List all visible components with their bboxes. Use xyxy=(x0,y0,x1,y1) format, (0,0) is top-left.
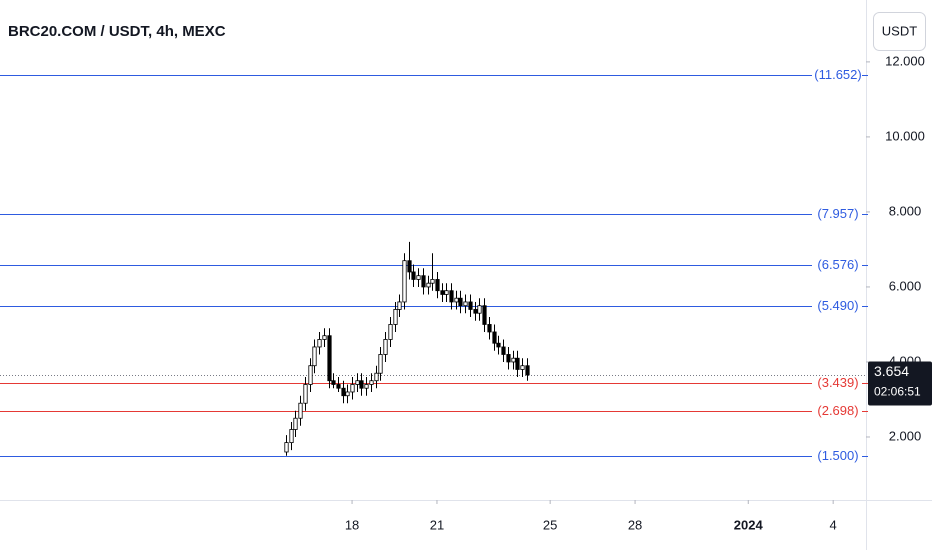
candle-body xyxy=(501,346,506,355)
level-label: (11.652) xyxy=(814,67,861,82)
level-label-bg xyxy=(814,374,862,393)
candle-body xyxy=(492,331,497,344)
candle-body xyxy=(402,260,407,303)
level-label-bg xyxy=(814,256,862,275)
candle-body xyxy=(482,305,487,325)
candle-body xyxy=(468,301,473,310)
candle-body xyxy=(411,271,416,280)
candle-body xyxy=(477,305,482,314)
candle-body xyxy=(345,391,350,397)
candle-body xyxy=(359,380,364,389)
candle-body xyxy=(388,324,393,340)
level-label-bg xyxy=(814,447,862,466)
candle-body xyxy=(435,279,440,292)
candle-body xyxy=(393,309,398,325)
candle-body xyxy=(312,346,317,367)
candle-body xyxy=(355,380,360,385)
y-tick-label: 12.000 xyxy=(885,53,925,68)
candle-body xyxy=(444,290,449,295)
candle-body xyxy=(383,339,388,355)
candle-body xyxy=(430,279,435,284)
level-label: (5.490) xyxy=(817,298,858,313)
candle-body xyxy=(458,297,463,307)
candle-body xyxy=(374,372,379,382)
candle-body xyxy=(364,384,369,389)
x-tick-label: 28 xyxy=(628,517,642,532)
level-label-bg xyxy=(814,402,862,421)
level-label-bg xyxy=(814,205,862,224)
y-tick-label: 10.000 xyxy=(885,128,925,143)
candle-body xyxy=(473,309,478,314)
candle-body xyxy=(327,335,332,382)
last-price-box xyxy=(868,361,932,406)
candle-body xyxy=(426,282,431,288)
level-label-bg xyxy=(814,297,862,316)
candle-body xyxy=(487,324,492,333)
candle-body xyxy=(416,275,421,280)
candle-body xyxy=(308,365,313,385)
level-label-bg xyxy=(814,66,862,85)
candle-body xyxy=(341,387,346,397)
candle-body xyxy=(336,384,341,389)
x-tick-label: 25 xyxy=(543,517,557,532)
currency-button[interactable] xyxy=(873,12,926,51)
candle-body xyxy=(303,384,308,404)
candle-body xyxy=(378,354,383,374)
candle-body xyxy=(284,442,289,453)
level-label: (2.698) xyxy=(817,403,858,418)
candle-body xyxy=(525,365,530,376)
level-label: (6.576) xyxy=(817,257,858,272)
x-tick-label: 2024 xyxy=(734,517,764,532)
y-tick-label: 6.000 xyxy=(889,278,922,293)
x-tick-label: 4 xyxy=(830,517,837,532)
candle-body xyxy=(511,357,516,363)
candle-body xyxy=(496,342,501,348)
candle-body xyxy=(322,335,327,340)
level-label: (7.957) xyxy=(817,206,858,221)
x-tick-label: 21 xyxy=(430,517,444,532)
candle-body xyxy=(449,290,454,303)
y-tick-label: 8.000 xyxy=(889,203,922,218)
candle-body xyxy=(407,260,412,273)
candle-body xyxy=(298,402,303,419)
candle-body xyxy=(440,290,445,295)
candle-body xyxy=(515,357,520,370)
candle-body xyxy=(421,275,426,288)
y-tick-label: 2.000 xyxy=(889,428,922,443)
candle-body xyxy=(506,354,511,363)
candle-body xyxy=(293,417,298,430)
candle-body xyxy=(520,365,525,370)
x-tick-label: 18 xyxy=(345,517,359,532)
level-label: (3.439) xyxy=(817,375,858,390)
candle-body xyxy=(350,384,355,393)
candle-body xyxy=(317,339,322,348)
chart-title: BRC20.COM / USDT, 4h, MEXC xyxy=(8,23,226,40)
candle-body xyxy=(454,297,459,303)
candle-body xyxy=(331,380,336,385)
last-price-countdown: 02:06:51 xyxy=(874,385,921,399)
candle-body xyxy=(397,301,402,310)
candle-body xyxy=(289,429,294,444)
currency-button-label[interactable]: USDT xyxy=(882,23,917,38)
level-label: (1.500) xyxy=(817,448,858,463)
candle-body xyxy=(463,301,468,307)
candle-body xyxy=(369,380,374,385)
last-price-label: 3.654 xyxy=(874,363,909,379)
